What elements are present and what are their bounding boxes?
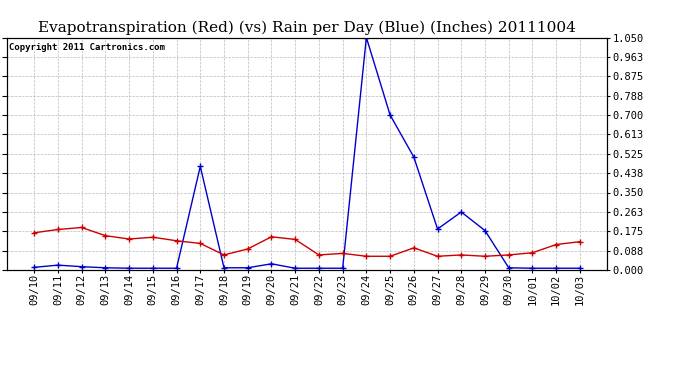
Text: Copyright 2011 Cartronics.com: Copyright 2011 Cartronics.com [9, 44, 165, 52]
Title: Evapotranspiration (Red) (vs) Rain per Day (Blue) (Inches) 20111004: Evapotranspiration (Red) (vs) Rain per D… [38, 21, 576, 35]
